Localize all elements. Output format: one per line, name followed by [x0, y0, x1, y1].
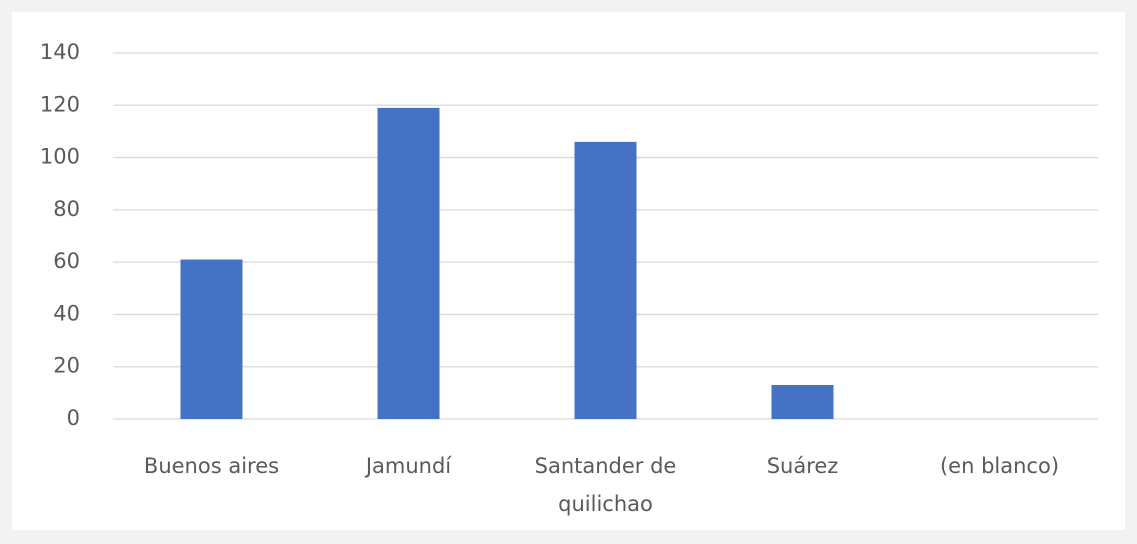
- bar: [574, 141, 637, 419]
- y-tick-label: 20: [53, 354, 80, 378]
- bar: [377, 107, 440, 420]
- y-tick-label: 100: [40, 145, 80, 169]
- y-tick-label: 60: [53, 249, 80, 273]
- y-tick-label: 140: [40, 40, 80, 64]
- x-tick-label: Suárez: [767, 454, 839, 478]
- y-tick-label: 120: [40, 92, 80, 116]
- bar: [771, 385, 834, 419]
- y-tick-label: 0: [67, 406, 80, 430]
- y-tick-label: 80: [53, 197, 80, 221]
- x-tick-label: Jamundí: [364, 454, 452, 478]
- x-tick-label: (en blanco): [940, 454, 1059, 478]
- x-tick-label: Buenos aires: [144, 454, 279, 478]
- y-tick-label: 40: [53, 301, 80, 325]
- chart-area: [12, 12, 1125, 530]
- x-tick-label: Santander de quilichao: [535, 454, 677, 516]
- bar: [180, 259, 243, 419]
